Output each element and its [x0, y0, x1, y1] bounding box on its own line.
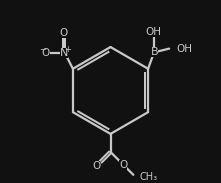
Text: OH: OH — [176, 44, 192, 54]
Text: −: − — [40, 45, 47, 54]
Text: O: O — [119, 160, 128, 170]
Text: N: N — [60, 48, 68, 58]
Text: O: O — [92, 161, 100, 171]
Text: +: + — [64, 45, 71, 54]
Text: OH: OH — [145, 27, 161, 37]
Text: O: O — [60, 28, 68, 38]
Text: O: O — [42, 48, 50, 58]
Text: B: B — [151, 47, 158, 57]
Text: CH₃: CH₃ — [139, 172, 157, 182]
